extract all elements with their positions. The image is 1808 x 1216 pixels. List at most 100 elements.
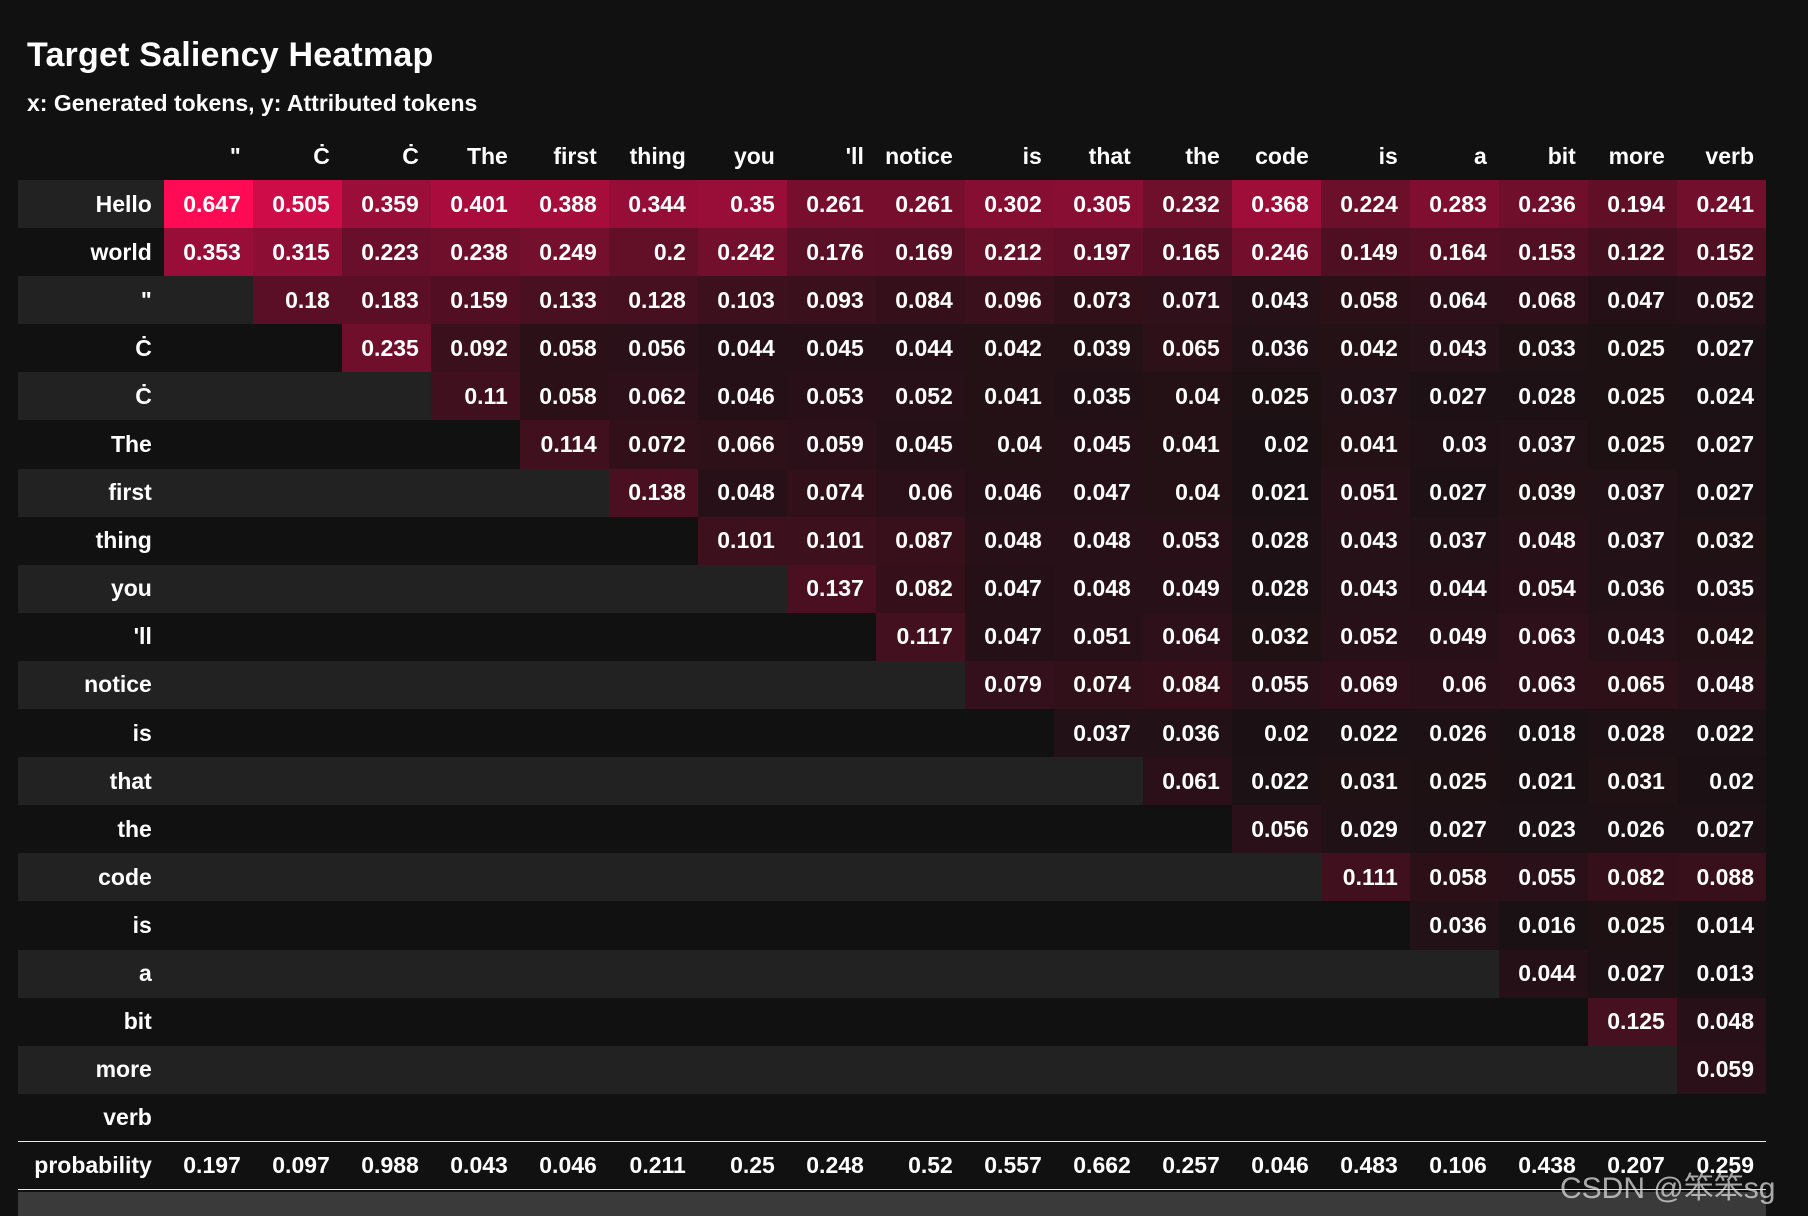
heatmap-cell: 0.353 — [163, 228, 253, 277]
probability-value: 0.046 — [1231, 1141, 1321, 1190]
heatmap-empty-cell — [964, 1045, 1054, 1094]
heatmap-empty-cell — [1498, 1093, 1588, 1142]
heatmap-cell: 0.401 — [430, 180, 520, 229]
y-token-label: the — [18, 805, 164, 854]
heatmap-cell: 0.068 — [1498, 276, 1588, 325]
heatmap-empty-cell — [608, 516, 698, 565]
horizontal-scrollbar[interactable] — [18, 1192, 1766, 1216]
x-token-label: is — [964, 132, 1054, 180]
heatmap-cell: 0.032 — [1676, 516, 1766, 565]
heatmap-empty-cell — [163, 757, 253, 806]
heatmap-cell: 0.052 — [1676, 276, 1766, 325]
heatmap-cell: 0.058 — [519, 372, 609, 421]
heatmap-empty-cell — [1587, 1093, 1677, 1142]
y-token-label: Ċ — [18, 372, 164, 421]
heatmap-empty-cell — [964, 709, 1054, 758]
heatmap-cell: 0.064 — [1142, 612, 1232, 661]
heatmap-empty-cell — [163, 997, 253, 1046]
heatmap-row: " 0.18 0.183 0.159 0.133 0.128 0.103 0.093 0.084… — [18, 276, 1766, 325]
heatmap-empty-cell — [608, 1093, 698, 1142]
heatmap-cell: 0.249 — [519, 228, 609, 277]
heatmap-empty-cell — [697, 709, 787, 758]
heatmap-empty-cell — [964, 997, 1054, 1046]
heatmap-cell: 0.082 — [1587, 853, 1677, 902]
heatmap-empty-cell — [1320, 1093, 1410, 1142]
heatmap-empty-cell — [1142, 997, 1232, 1046]
probability-value: 0.259 — [1676, 1141, 1766, 1190]
heatmap-cell: 0.246 — [1231, 228, 1321, 277]
heatmap-cell: 0.036 — [1409, 901, 1499, 950]
heatmap-empty-cell — [252, 516, 342, 565]
heatmap-cell: 0.064 — [1409, 276, 1499, 325]
heatmap-empty-cell — [341, 660, 431, 710]
y-token-label: you — [18, 564, 164, 613]
heatmap-cell: 0.063 — [1498, 660, 1588, 710]
heatmap-empty-cell — [964, 901, 1054, 950]
heatmap-cell: 0.388 — [519, 180, 609, 229]
heatmap-cell: 0.044 — [1498, 949, 1588, 998]
heatmap-empty-cell — [1142, 901, 1232, 950]
heatmap-empty-cell — [430, 997, 520, 1046]
heatmap-empty-cell — [1587, 1045, 1677, 1094]
heatmap-empty-cell — [519, 757, 609, 806]
heatmap-row: notice 0.079 0.074 0.084 0.055 0.069 0.06 0.063… — [18, 660, 1766, 710]
heatmap-cell: 0.037 — [1053, 709, 1143, 758]
heatmap-cell: 0.159 — [430, 276, 520, 325]
x-token-label: code — [1231, 132, 1321, 180]
heatmap-cell: 0.183 — [341, 276, 431, 325]
heatmap-cell: 0.022 — [1676, 709, 1766, 758]
heatmap-empty-cell — [252, 949, 342, 998]
heatmap-cell: 0.153 — [1498, 228, 1588, 277]
heatmap-cell: 0.084 — [875, 276, 965, 325]
heatmap-empty-cell — [697, 612, 787, 661]
heatmap-cell: 0.054 — [1498, 564, 1588, 613]
y-token-label: code — [18, 853, 164, 902]
heatmap-cell: 0.043 — [1320, 516, 1410, 565]
heatmap-empty-cell — [1409, 1093, 1499, 1142]
heatmap-row: is 0.037 0.036 0.02 0.022 0.026 0.018 0.028 0.02… — [18, 709, 1766, 758]
heatmap-empty-cell — [964, 805, 1054, 854]
heatmap-cell: 0.041 — [964, 372, 1054, 421]
heatmap-cell: 0.021 — [1498, 757, 1588, 806]
heatmap-cell: 0.223 — [341, 228, 431, 277]
heatmap-cell: 0.031 — [1320, 757, 1410, 806]
heatmap-empty-cell — [1320, 997, 1410, 1046]
heatmap-cell: 0.026 — [1587, 805, 1677, 854]
heatmap-empty-cell — [430, 757, 520, 806]
heatmap-empty-cell — [1498, 997, 1588, 1046]
heatmap-cell: 0.2 — [608, 228, 698, 277]
heatmap-cell: 0.048 — [964, 516, 1054, 565]
heatmap-empty-cell — [1142, 853, 1232, 902]
heatmap-cell: 0.025 — [1587, 420, 1677, 469]
heatmap-empty-cell — [697, 853, 787, 902]
heatmap-cell: 0.048 — [1676, 997, 1766, 1046]
heatmap-empty-cell — [341, 468, 431, 517]
heatmap-cell: 0.03 — [1409, 420, 1499, 469]
heatmap-empty-cell — [252, 1093, 342, 1142]
heatmap-cell: 0.022 — [1320, 709, 1410, 758]
y-token-label: that — [18, 757, 164, 806]
heatmap-cell: 0.022 — [1231, 757, 1321, 806]
heatmap-empty-cell — [341, 997, 431, 1046]
heatmap-row: 'll 0.117 0.047 0.051 0.064 0.032 0.052 0.049 0.… — [18, 612, 1766, 661]
probability-value: 0.257 — [1142, 1141, 1232, 1190]
heatmap-empty-cell — [1142, 1093, 1232, 1142]
heatmap-empty-cell — [1053, 949, 1143, 998]
x-token-label: bit — [1498, 132, 1588, 180]
heatmap-empty-cell — [964, 1093, 1054, 1142]
heatmap-cell: 0.047 — [964, 564, 1054, 613]
x-token-label: Ċ — [252, 132, 342, 180]
heatmap-cell: 0.165 — [1142, 228, 1232, 277]
heatmap-empty-cell — [163, 660, 253, 710]
heatmap-empty-cell — [875, 757, 965, 806]
heatmap-cell: 0.053 — [786, 372, 876, 421]
heatmap-empty-cell — [430, 709, 520, 758]
heatmap-cell: 0.055 — [1231, 660, 1321, 710]
heatmap-cell: 0.042 — [964, 324, 1054, 373]
heatmap-empty-cell — [697, 901, 787, 950]
x-token-label: the — [1142, 132, 1232, 180]
y-token-label: notice — [18, 660, 164, 710]
heatmap-cell: 0.305 — [1053, 180, 1143, 229]
heatmap-empty-cell — [608, 709, 698, 758]
heatmap-cell: 0.037 — [1320, 372, 1410, 421]
